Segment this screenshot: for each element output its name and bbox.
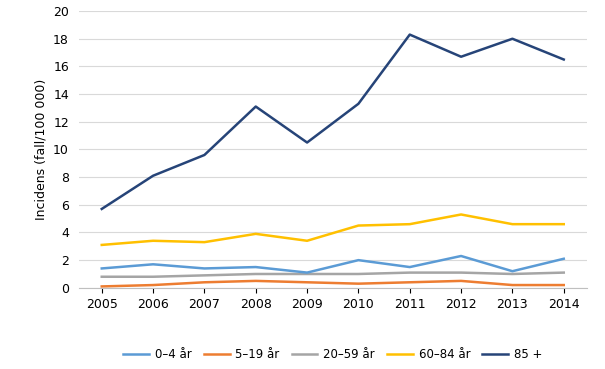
60–84 år (457, 212, 465, 217)
Line: 0–4 år: 0–4 år (102, 256, 564, 273)
20–59 år (304, 272, 311, 276)
0–4 år (149, 262, 157, 266)
60–84 år (355, 223, 362, 228)
85 + (149, 173, 157, 178)
5–19 år (98, 284, 105, 289)
85 + (406, 32, 413, 37)
5–19 år (509, 283, 516, 287)
Line: 60–84 år: 60–84 år (102, 214, 564, 245)
85 + (304, 140, 311, 145)
85 + (509, 37, 516, 41)
5–19 år (252, 279, 260, 283)
0–4 år (252, 265, 260, 269)
5–19 år (560, 283, 567, 287)
20–59 år (252, 272, 260, 276)
20–59 år (457, 270, 465, 275)
5–19 år (201, 280, 208, 284)
85 + (457, 55, 465, 59)
0–4 år (304, 270, 311, 275)
Y-axis label: Incidens (fall/100 000): Incidens (fall/100 000) (34, 79, 48, 220)
60–84 år (406, 222, 413, 227)
5–19 år (149, 283, 157, 287)
60–84 år (252, 232, 260, 236)
0–4 år (406, 265, 413, 269)
5–19 år (304, 280, 311, 284)
60–84 år (560, 222, 567, 227)
0–4 år (509, 269, 516, 273)
60–84 år (304, 239, 311, 243)
5–19 år (457, 279, 465, 283)
85 + (98, 207, 105, 211)
20–59 år (149, 275, 157, 279)
60–84 år (149, 239, 157, 243)
0–4 år (457, 254, 465, 258)
0–4 år (98, 266, 105, 271)
20–59 år (560, 270, 567, 275)
5–19 år (406, 280, 413, 284)
0–4 år (201, 266, 208, 271)
Line: 20–59 år: 20–59 år (102, 273, 564, 277)
0–4 år (560, 256, 567, 261)
20–59 år (509, 272, 516, 276)
60–84 år (509, 222, 516, 227)
0–4 år (355, 258, 362, 262)
Legend: 0–4 år, 5–19 år, 20–59 år, 60–84 år, 85 +: 0–4 år, 5–19 år, 20–59 år, 60–84 år, 85 … (119, 344, 547, 366)
60–84 år (201, 240, 208, 244)
5–19 år (355, 282, 362, 286)
20–59 år (201, 273, 208, 277)
20–59 år (406, 270, 413, 275)
20–59 år (98, 275, 105, 279)
85 + (252, 104, 260, 109)
60–84 år (98, 243, 105, 247)
85 + (560, 57, 567, 62)
Line: 85 +: 85 + (102, 35, 564, 209)
85 + (355, 101, 362, 106)
85 + (201, 153, 208, 157)
Line: 5–19 år: 5–19 år (102, 281, 564, 286)
20–59 år (355, 272, 362, 276)
